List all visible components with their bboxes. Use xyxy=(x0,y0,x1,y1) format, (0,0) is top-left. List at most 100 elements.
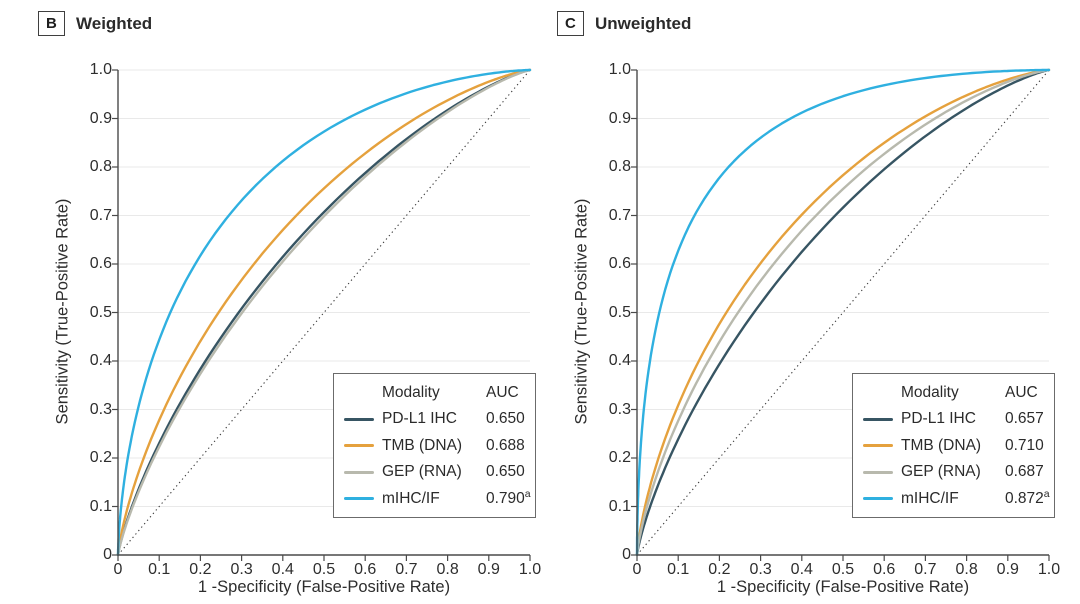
x-tick-label: 0.9 xyxy=(996,561,1019,578)
roc-curve-gep-rna xyxy=(116,68,532,557)
x-tick-label: 0 xyxy=(113,561,123,578)
legend-auc-pd-l1-ihc: 0.650 xyxy=(486,410,525,427)
panel-weighted: B Weighted Sensitivity (True-Positive Ra… xyxy=(38,11,542,596)
legend-row-pd-l1-ihc: PD-L1 IHC 0.650 xyxy=(344,406,535,432)
legend-swatch-tmb-dna xyxy=(344,444,374,447)
legend-header-auc: AUC xyxy=(486,383,519,401)
legend-header-modality: Modality xyxy=(901,383,959,401)
y-tick-label: 0.1 xyxy=(608,497,631,515)
legend-swatch-mihc-if xyxy=(863,497,893,500)
x-tick-label: 0.7 xyxy=(395,561,418,578)
x-tick-label: 0.6 xyxy=(873,561,896,578)
x-tick-label: 0.7 xyxy=(914,561,937,578)
y-tick-label: 0.4 xyxy=(89,352,112,369)
roc-curve-mihc-if xyxy=(116,68,532,557)
legend-auc-tmb-dna: 0.710 xyxy=(1005,436,1044,454)
x-axis-label: 1 -Specificity (False-Positive Rate) xyxy=(197,578,451,596)
y-tick-label: 0.3 xyxy=(608,400,631,418)
y-tick-label: 1.0 xyxy=(89,61,112,78)
y-tick-label: 0.8 xyxy=(608,158,631,175)
legend-label-tmb-dna: TMB (DNA) xyxy=(382,436,463,454)
y-tick-label: 0.8 xyxy=(89,158,112,175)
legend-row-gep-rna: GEP (RNA) 0.650 xyxy=(344,459,535,485)
legend-swatch-gep-rna xyxy=(863,470,893,474)
legend-swatch-pd-l1-ihc xyxy=(344,417,374,421)
x-tick-label: 0.4 xyxy=(271,561,294,578)
y-tick-label: 0.5 xyxy=(608,303,631,321)
x-tick-label: 0.3 xyxy=(230,561,253,578)
legend-box: Modality AUC PD-L1 IHC 0.657 TMB (DNA) 0.710 G… xyxy=(852,373,1055,518)
y-tick-label: 0.3 xyxy=(89,400,112,418)
legend-row-gep-rna: GEP (RNA) 0.687 xyxy=(863,459,1054,485)
x-tick-label: 0.3 xyxy=(749,561,772,578)
y-tick-label: 0.9 xyxy=(89,109,112,127)
roc-plot-unweighted xyxy=(631,68,1051,561)
legend-row-tmb-dna: TMB (DNA) 0.688 xyxy=(344,433,535,459)
y-tick-label: 1.0 xyxy=(608,61,631,78)
y-tick-label: 0.6 xyxy=(608,255,631,272)
x-tick-label: 0.9 xyxy=(477,561,500,578)
legend-swatch-mihc-if xyxy=(344,497,374,500)
y-tick-label: 0.6 xyxy=(89,255,112,272)
legend-header-spacer xyxy=(863,391,893,394)
x-axis-label: 1 -Specificity (False-Positive Rate) xyxy=(716,578,970,596)
legend-label-gep-rna: GEP (RNA) xyxy=(901,463,981,480)
x-tick-label: 0.1 xyxy=(148,561,171,578)
panel-letter-badge: C xyxy=(557,11,584,36)
legend-swatch-tmb-dna xyxy=(863,444,893,447)
x-tick-label: 0 xyxy=(632,561,642,578)
legend-header-spacer xyxy=(344,391,374,394)
legend-box: Modality AUC PD-L1 IHC 0.650 TMB (DNA) 0.688 G… xyxy=(333,373,536,518)
legend-swatch-gep-rna xyxy=(344,470,374,474)
x-tick-label: 0.5 xyxy=(312,561,336,578)
legend-header-modality: Modality xyxy=(382,383,440,401)
legend-auc-tmb-dna: 0.688 xyxy=(486,436,525,454)
x-tick-label: 1.0 xyxy=(518,561,542,578)
legend-auc-mihc-if: 0.872a xyxy=(1005,488,1050,508)
y-tick-label: 0.7 xyxy=(608,206,631,224)
legend-swatch-pd-l1-ihc xyxy=(863,417,893,421)
y-tick-label: 0.5 xyxy=(89,303,112,321)
legend-label-tmb-dna: TMB (DNA) xyxy=(901,436,982,454)
legend-auc-mihc-if: 0.790a xyxy=(486,488,531,508)
y-tick-label: 0 xyxy=(103,546,112,563)
x-tick-label: 0.1 xyxy=(667,561,690,578)
y-tick-label: 0.7 xyxy=(89,206,112,224)
legend-label-pd-l1-ihc: PD-L1 IHC xyxy=(901,410,976,427)
x-tick-label: 0.5 xyxy=(831,561,855,578)
panel-letter-badge: B xyxy=(38,11,65,36)
legend-row-tmb-dna: TMB (DNA) 0.710 xyxy=(863,433,1054,459)
x-tick-label: 0.2 xyxy=(189,561,212,578)
legend-header-row: Modality AUC xyxy=(344,380,535,406)
y-tick-label: 0.2 xyxy=(608,449,631,466)
y-tick-label: 0.1 xyxy=(89,497,112,515)
roc-curve-mihc-if xyxy=(635,68,1051,557)
legend-row-mihc-if: mIHC/IF 0.790a xyxy=(344,486,535,512)
auc-footnote-marker: a xyxy=(1043,488,1050,501)
y-tick-label: 0.4 xyxy=(608,352,631,369)
legend-label-gep-rna: GEP (RNA) xyxy=(382,463,462,480)
legend-header-row: Modality AUC xyxy=(863,380,1054,406)
y-tick-label: 0.9 xyxy=(608,109,631,127)
legend-label-mihc-if: mIHC/IF xyxy=(901,489,959,507)
auc-footnote-marker: a xyxy=(524,488,531,501)
x-tick-label: 0.8 xyxy=(436,561,459,578)
legend-row-mihc-if: mIHC/IF 0.872a xyxy=(863,486,1054,512)
legend-label-mihc-if: mIHC/IF xyxy=(382,489,440,507)
legend-auc-gep-rna: 0.687 xyxy=(1005,463,1044,480)
x-tick-label: 0.4 xyxy=(790,561,813,578)
x-tick-label: 0.6 xyxy=(354,561,377,578)
x-tick-label: 1.0 xyxy=(1037,561,1061,578)
panel-unweighted: C Unweighted Sensitivity (True-Positive … xyxy=(519,0,1080,604)
panel-title: Unweighted xyxy=(595,14,692,33)
legend-label-pd-l1-ihc: PD-L1 IHC xyxy=(382,410,457,427)
legend-header-auc: AUC xyxy=(1005,383,1038,401)
y-tick-label: 0 xyxy=(622,546,631,563)
legend-auc-pd-l1-ihc: 0.657 xyxy=(1005,410,1044,427)
roc-plot-weighted xyxy=(112,68,532,561)
y-tick-label: 0.2 xyxy=(89,449,112,466)
panel-title: Weighted xyxy=(76,14,153,33)
legend-auc-gep-rna: 0.650 xyxy=(486,463,525,480)
legend-row-pd-l1-ihc: PD-L1 IHC 0.657 xyxy=(863,406,1054,432)
